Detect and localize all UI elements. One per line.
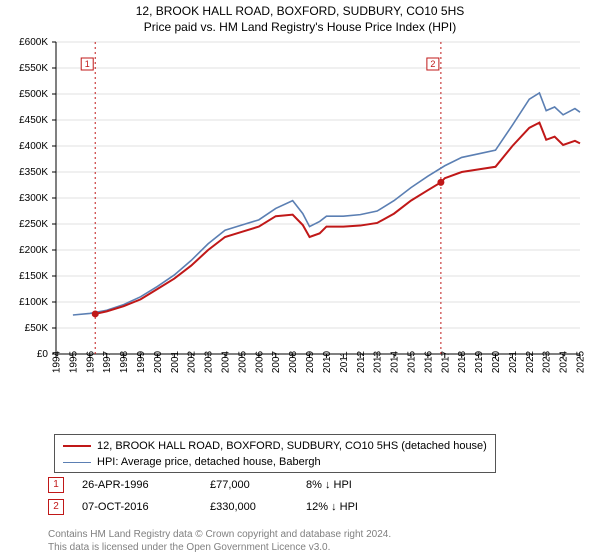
marker-price-1: £77,000 — [210, 479, 306, 491]
page-title: 12, BROOK HALL ROAD, BOXFORD, SUDBURY, C… — [0, 0, 600, 20]
transaction-markers: 1 26-APR-1996 £77,000 8% ↓ HPI 2 07-OCT-… — [48, 474, 358, 518]
marker-price-2: £330,000 — [210, 501, 306, 513]
svg-text:£350K: £350K — [19, 167, 48, 178]
svg-text:£450K: £450K — [19, 115, 48, 126]
svg-text:£400K: £400K — [19, 141, 48, 152]
svg-text:£500K: £500K — [19, 89, 48, 100]
marker-row-1: 1 26-APR-1996 £77,000 8% ↓ HPI — [48, 474, 358, 496]
marker-badge-1: 1 — [48, 477, 64, 493]
svg-text:1: 1 — [85, 59, 90, 69]
svg-text:£550K: £550K — [19, 63, 48, 74]
svg-text:£200K: £200K — [19, 245, 48, 256]
legend-row-hpi: HPI: Average price, detached house, Babe… — [63, 454, 487, 470]
svg-text:£50K: £50K — [25, 323, 49, 334]
license-line2: This data is licensed under the Open Gov… — [48, 542, 330, 553]
marker-pct-1: 8% ↓ HPI — [306, 479, 352, 491]
svg-text:£250K: £250K — [19, 219, 48, 230]
marker-row-2: 2 07-OCT-2016 £330,000 12% ↓ HPI — [48, 496, 358, 518]
price-chart: £0 £50K £100K £150K £200K £250K £300K £350K £400… — [0, 38, 600, 418]
license-text: Contains HM Land Registry data © Crown c… — [48, 528, 391, 554]
license-line1: Contains HM Land Registry data © Crown c… — [48, 529, 391, 540]
legend-swatch-hpi — [63, 462, 91, 463]
legend-label-hpi: HPI: Average price, detached house, Babe… — [97, 456, 321, 468]
legend-row-price-paid: 12, BROOK HALL ROAD, BOXFORD, SUDBURY, C… — [63, 438, 487, 454]
svg-text:£0: £0 — [37, 349, 49, 360]
marker-badge-2: 2 — [48, 499, 64, 515]
legend-swatch-price-paid — [63, 445, 91, 447]
legend-label-price-paid: 12, BROOK HALL ROAD, BOXFORD, SUDBURY, C… — [97, 440, 487, 452]
svg-text:£300K: £300K — [19, 193, 48, 204]
svg-text:£600K: £600K — [19, 38, 48, 48]
marker-date-2: 07-OCT-2016 — [82, 501, 210, 513]
svg-text:£100K: £100K — [19, 297, 48, 308]
svg-text:2: 2 — [430, 59, 435, 69]
page-subtitle: Price paid vs. HM Land Registry's House … — [0, 20, 600, 36]
marker-date-1: 26-APR-1996 — [82, 479, 210, 491]
svg-text:£150K: £150K — [19, 271, 48, 282]
marker-pct-2: 12% ↓ HPI — [306, 501, 358, 513]
legend: 12, BROOK HALL ROAD, BOXFORD, SUDBURY, C… — [54, 434, 496, 473]
